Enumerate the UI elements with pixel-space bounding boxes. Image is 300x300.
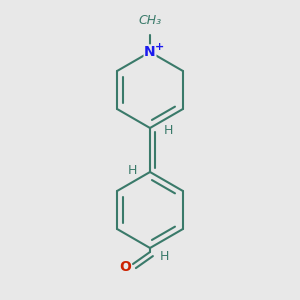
Text: H: H bbox=[159, 250, 169, 263]
Text: O: O bbox=[119, 260, 131, 274]
Text: H: H bbox=[163, 124, 173, 136]
Text: +: + bbox=[154, 42, 164, 52]
Text: H: H bbox=[127, 164, 137, 176]
Text: N: N bbox=[144, 45, 156, 59]
Text: CH₃: CH₃ bbox=[138, 14, 162, 27]
